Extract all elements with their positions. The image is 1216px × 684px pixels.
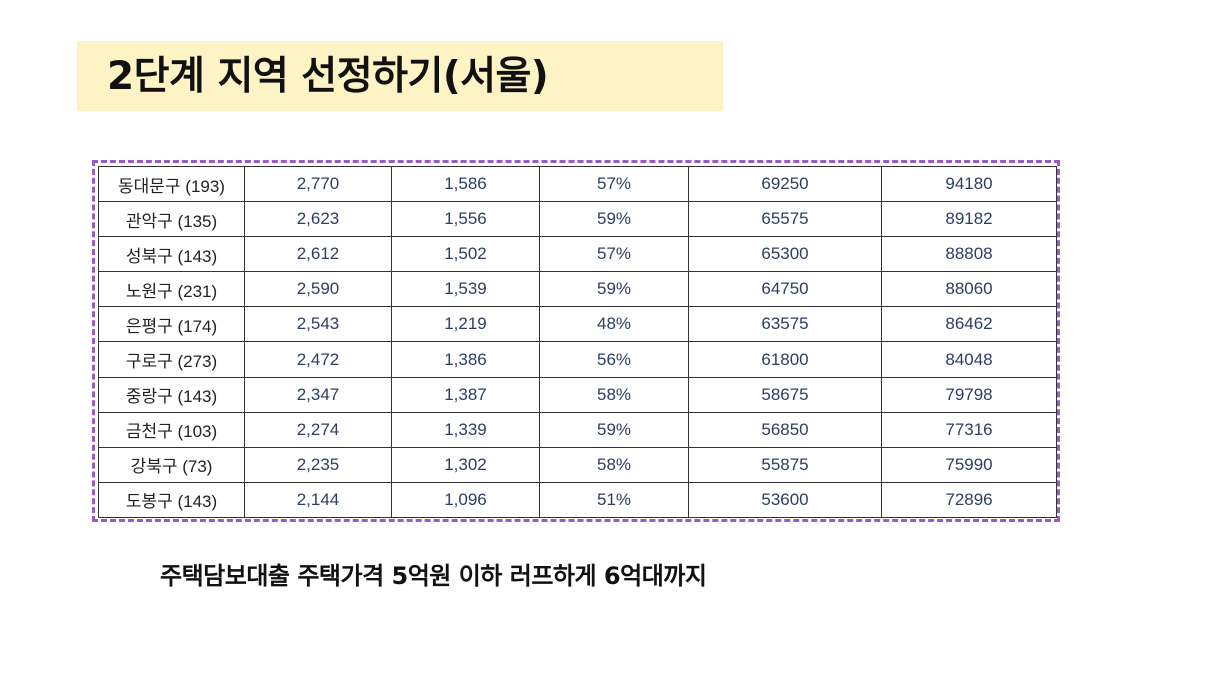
district-cell: 도봉구 (143) (98, 481, 245, 519)
value-cell-c1: 2,590 (244, 271, 392, 308)
value-cell-c5: 88808 (881, 236, 1057, 273)
value-cell-c2: 1,539 (391, 271, 540, 308)
district-cell: 은평구 (174) (98, 306, 245, 343)
table-row: 구로구 (273) 2,472 1,386 56% 61800 84048 (98, 341, 1057, 378)
table-row: 노원구 (231) 2,590 1,539 59% 64750 88060 (98, 271, 1057, 308)
value-cell-c4: 58675 (688, 376, 882, 413)
value-cell-c2: 1,586 (391, 165, 540, 203)
value-cell-c2: 1,339 (391, 411, 540, 448)
value-cell-c2: 1,502 (391, 236, 540, 273)
slide-caption: 주택담보대출 주택가격 5억원 이하 러프하게 6억대까지 (160, 562, 707, 590)
value-cell-c3: 48% (539, 306, 689, 343)
value-cell-c1: 2,347 (244, 376, 392, 413)
value-cell-c4: 56850 (688, 411, 882, 448)
value-cell-c3: 59% (539, 411, 689, 448)
value-cell-c2: 1,556 (391, 201, 540, 238)
value-cell-c1: 2,144 (244, 481, 392, 519)
district-cell: 관악구 (135) (98, 201, 245, 238)
slide-title: 2단계 지역 선정하기(서울) (107, 54, 549, 99)
district-cell: 구로구 (273) (98, 341, 245, 378)
table-row: 금천구 (103) 2,274 1,339 59% 56850 77316 (98, 411, 1057, 448)
value-cell-c3: 59% (539, 271, 689, 308)
value-cell-c4: 65300 (688, 236, 882, 273)
value-cell-c5: 88060 (881, 271, 1057, 308)
district-table: 동대문구 (193) 2,770 1,586 57% 69250 94180 관악구 (13… (98, 165, 1057, 519)
table-row: 성북구 (143) 2,612 1,502 57% 65300 88808 (98, 236, 1057, 273)
value-cell-c3: 58% (539, 376, 689, 413)
value-cell-c2: 1,386 (391, 341, 540, 378)
value-cell-c5: 89182 (881, 201, 1057, 238)
table-row: 은평구 (174) 2,543 1,219 48% 63575 86462 (98, 306, 1057, 343)
value-cell-c1: 2,770 (244, 165, 392, 203)
value-cell-c4: 65575 (688, 201, 882, 238)
value-cell-c5: 86462 (881, 306, 1057, 343)
table-row: 강북구 (73) 2,235 1,302 58% 55875 75990 (98, 446, 1057, 483)
value-cell-c5: 77316 (881, 411, 1057, 448)
value-cell-c2: 1,096 (391, 481, 540, 519)
value-cell-c2: 1,302 (391, 446, 540, 483)
table-row: 동대문구 (193) 2,770 1,586 57% 69250 94180 (98, 165, 1057, 203)
value-cell-c1: 2,623 (244, 201, 392, 238)
district-cell: 노원구 (231) (98, 271, 245, 308)
value-cell-c3: 59% (539, 201, 689, 238)
value-cell-c3: 58% (539, 446, 689, 483)
value-cell-c4: 63575 (688, 306, 882, 343)
value-cell-c3: 56% (539, 341, 689, 378)
value-cell-c5: 94180 (881, 165, 1057, 203)
table-frame: 동대문구 (193) 2,770 1,586 57% 69250 94180 관악구 (13… (92, 160, 1060, 522)
district-cell: 강북구 (73) (98, 446, 245, 483)
value-cell-c5: 72896 (881, 481, 1057, 519)
value-cell-c3: 57% (539, 165, 689, 203)
table-row: 도봉구 (143) 2,144 1,096 51% 53600 72896 (98, 481, 1057, 519)
value-cell-c1: 2,472 (244, 341, 392, 378)
value-cell-c3: 51% (539, 481, 689, 519)
title-highlight: 2단계 지역 선정하기(서울) (77, 41, 723, 111)
value-cell-c4: 53600 (688, 481, 882, 519)
value-cell-c4: 55875 (688, 446, 882, 483)
district-cell: 동대문구 (193) (98, 165, 245, 203)
value-cell-c3: 57% (539, 236, 689, 273)
value-cell-c4: 64750 (688, 271, 882, 308)
table-row: 중랑구 (143) 2,347 1,387 58% 58675 79798 (98, 376, 1057, 413)
value-cell-c4: 69250 (688, 165, 882, 203)
value-cell-c2: 1,219 (391, 306, 540, 343)
value-cell-c5: 75990 (881, 446, 1057, 483)
value-cell-c1: 2,612 (244, 236, 392, 273)
district-cell: 성북구 (143) (98, 236, 245, 273)
value-cell-c2: 1,387 (391, 376, 540, 413)
value-cell-c1: 2,543 (244, 306, 392, 343)
value-cell-c1: 2,235 (244, 446, 392, 483)
district-cell: 금천구 (103) (98, 411, 245, 448)
value-cell-c5: 84048 (881, 341, 1057, 378)
table-row: 관악구 (135) 2,623 1,556 59% 65575 89182 (98, 201, 1057, 238)
value-cell-c4: 61800 (688, 341, 882, 378)
value-cell-c1: 2,274 (244, 411, 392, 448)
district-cell: 중랑구 (143) (98, 376, 245, 413)
value-cell-c5: 79798 (881, 376, 1057, 413)
